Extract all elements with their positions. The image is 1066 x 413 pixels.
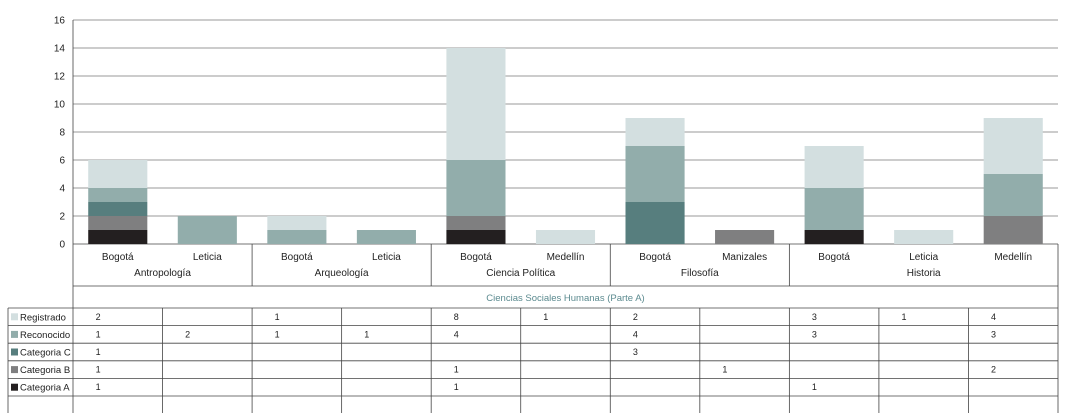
y-tick-label: 6 (59, 156, 65, 167)
bar-segment (983, 174, 1043, 216)
table-cell: 3 (633, 347, 638, 357)
y-tick-label: 4 (59, 184, 65, 195)
legend-swatch (11, 383, 18, 391)
bar-segment (446, 160, 506, 216)
legend-swatch (11, 313, 18, 321)
legend-swatch (11, 366, 18, 374)
y-tick-label: 8 (59, 128, 65, 139)
bar-segment (267, 230, 327, 244)
table-cell: 2 (185, 329, 190, 339)
y-tick-label: 16 (54, 16, 66, 27)
table-cell: 3 (991, 329, 996, 339)
table-cell: 2 (96, 312, 101, 322)
table-cell: 8 (454, 312, 459, 322)
table-cell: 3 (812, 329, 817, 339)
table-cell: 1 (275, 312, 280, 322)
row-label: Categoria C (20, 348, 71, 359)
table-cell: 1 (454, 382, 459, 392)
bar-segment (446, 48, 506, 160)
category-label: Medellín (547, 252, 585, 263)
bar-segment (177, 216, 237, 244)
table-cell: 1 (96, 329, 101, 339)
category-label: Bogotá (818, 252, 850, 263)
bar-segment (625, 202, 685, 244)
bar-segment (88, 188, 148, 202)
bar-segment (804, 188, 864, 230)
y-tick-label: 14 (54, 44, 66, 55)
table-cell: 1 (275, 329, 280, 339)
bar-segment (625, 146, 685, 202)
bar-segment (88, 160, 148, 188)
legend-swatch (11, 330, 18, 338)
category-label: Bogotá (281, 252, 313, 263)
table-cell: 1 (96, 382, 101, 392)
table-cell: 1 (454, 365, 459, 375)
bar-segment (356, 230, 416, 244)
bar-segment (446, 230, 506, 244)
row-label: Categoria A (20, 383, 70, 394)
table-cell: 1 (901, 312, 906, 322)
category-label: Bogotá (639, 252, 671, 263)
y-tick-label: 12 (54, 72, 66, 83)
group-label: Antropología (134, 268, 191, 279)
table-cell: 1 (364, 329, 369, 339)
bar-segment (267, 216, 327, 230)
group-label: Arqueología (315, 268, 369, 279)
category-label: Leticia (909, 252, 938, 263)
bar-segment (88, 202, 148, 216)
row-label: Registrado (20, 312, 66, 323)
table-cell: 1 (722, 365, 727, 375)
category-label: Leticia (193, 252, 222, 263)
group-label: Filosofía (681, 268, 719, 279)
legend-swatch (11, 348, 18, 356)
table-cell: 2 (633, 312, 638, 322)
category-label: Leticia (372, 252, 401, 263)
group-label: Historia (907, 268, 941, 279)
bar-segment (446, 216, 506, 230)
bar-segment (88, 216, 148, 230)
table-cell: 4 (633, 329, 638, 339)
table-cell: 1 (96, 365, 101, 375)
table-cell: 1 (96, 347, 101, 357)
bar-segment (983, 118, 1043, 174)
table-cell: 3 (812, 312, 817, 322)
bar-segment (535, 230, 596, 244)
y-tick-label: 10 (54, 100, 66, 111)
table-cell: 4 (454, 329, 459, 339)
bar-segment (983, 216, 1043, 244)
bar-segment (804, 230, 864, 244)
bar-segment (715, 230, 775, 244)
bar-segment (625, 118, 685, 146)
table-cell: 2 (991, 365, 996, 375)
table-cell: 4 (991, 312, 996, 322)
row-label: Reconocido (20, 330, 70, 341)
y-tick-label: 0 (59, 240, 65, 251)
group-label: Ciencia Política (486, 268, 555, 279)
bar-segment (88, 230, 148, 244)
category-label: Bogotá (460, 252, 492, 263)
row-label: Categoria B (20, 365, 70, 376)
table-cell: 1 (812, 382, 817, 392)
category-label: Medellín (994, 252, 1032, 263)
category-label: Bogotá (102, 252, 134, 263)
category-label: Manizales (722, 252, 767, 263)
y-tick-label: 2 (59, 212, 65, 223)
bar-segment (804, 146, 864, 188)
table-cell: 1 (543, 312, 548, 322)
section-title: Ciencias Sociales Humanas (Parte A) (486, 293, 644, 304)
bar-segment (894, 230, 954, 244)
